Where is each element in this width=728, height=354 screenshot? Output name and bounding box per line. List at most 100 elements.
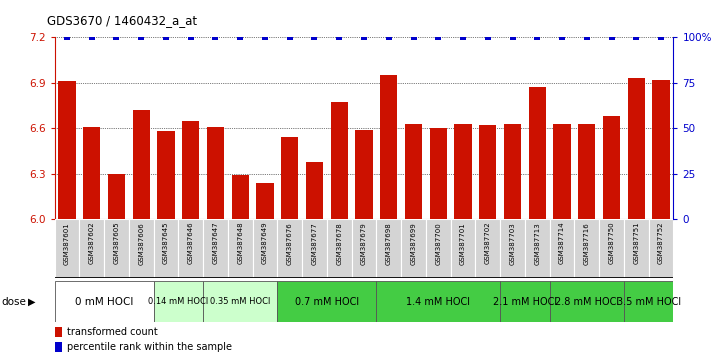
Bar — [203, 219, 228, 278]
Text: GSM387716: GSM387716 — [584, 222, 590, 264]
Text: GSM387677: GSM387677 — [312, 222, 317, 264]
Text: ▶: ▶ — [28, 297, 35, 307]
Bar — [132, 110, 150, 219]
Text: GSM387645: GSM387645 — [163, 222, 169, 264]
Point — [408, 34, 419, 40]
Point — [507, 34, 518, 40]
Bar — [550, 219, 574, 278]
Point — [333, 34, 345, 40]
Bar — [574, 219, 599, 278]
Bar — [578, 124, 596, 219]
Bar — [157, 131, 175, 219]
Bar — [451, 219, 475, 278]
Bar — [55, 281, 154, 322]
Point — [531, 34, 543, 40]
Text: 0.14 mM HOCl: 0.14 mM HOCl — [149, 297, 208, 306]
Text: GSM387750: GSM387750 — [609, 222, 614, 264]
Point — [185, 34, 197, 40]
Bar — [79, 219, 104, 278]
Point — [309, 34, 320, 40]
Text: GSM387605: GSM387605 — [114, 222, 119, 264]
Bar — [376, 219, 401, 278]
Text: GSM387702: GSM387702 — [485, 222, 491, 264]
Point — [432, 34, 444, 40]
Text: GSM387647: GSM387647 — [213, 222, 218, 264]
Bar — [426, 219, 451, 278]
Bar — [55, 219, 79, 278]
Point — [61, 34, 73, 40]
Bar — [178, 219, 203, 278]
Bar — [182, 121, 199, 219]
Text: GSM387648: GSM387648 — [237, 222, 243, 264]
Point — [556, 34, 568, 40]
Point — [86, 34, 98, 40]
Bar — [624, 281, 673, 322]
Text: GSM387713: GSM387713 — [534, 222, 540, 264]
Point — [135, 34, 147, 40]
Bar — [504, 124, 521, 219]
Bar — [203, 281, 277, 322]
Bar — [430, 129, 447, 219]
Bar — [603, 116, 620, 219]
Bar — [649, 219, 673, 278]
Text: GSM387752: GSM387752 — [658, 222, 664, 264]
Text: 2.1 mM HOCl: 2.1 mM HOCl — [493, 297, 557, 307]
Bar — [401, 219, 426, 278]
Bar — [256, 183, 274, 219]
Bar — [253, 219, 277, 278]
Point — [234, 34, 246, 40]
Bar — [355, 130, 373, 219]
Point — [581, 34, 593, 40]
Bar — [277, 219, 302, 278]
Text: GSM387700: GSM387700 — [435, 222, 441, 264]
Text: percentile rank within the sample: percentile rank within the sample — [67, 342, 232, 352]
Bar — [376, 281, 500, 322]
Bar — [306, 162, 323, 219]
Bar — [553, 124, 571, 219]
Bar — [500, 281, 550, 322]
Bar — [55, 327, 62, 337]
Text: GSM387602: GSM387602 — [89, 222, 95, 264]
Text: 1.4 mM HOCl: 1.4 mM HOCl — [406, 297, 470, 307]
Point — [358, 34, 370, 40]
Bar — [500, 219, 525, 278]
Text: 2.8 mM HOCl: 2.8 mM HOCl — [555, 297, 619, 307]
Point — [482, 34, 494, 40]
Text: GSM387714: GSM387714 — [559, 222, 565, 264]
Bar — [154, 219, 178, 278]
Bar — [277, 281, 376, 322]
Point — [457, 34, 469, 40]
Point — [111, 34, 122, 40]
Bar — [352, 219, 376, 278]
Text: 0 mM HOCl: 0 mM HOCl — [75, 297, 133, 307]
Text: GSM387751: GSM387751 — [633, 222, 639, 264]
Text: 0.7 mM HOCl: 0.7 mM HOCl — [295, 297, 359, 307]
Point — [259, 34, 271, 40]
Text: GSM387606: GSM387606 — [138, 222, 144, 264]
Text: 0.35 mM HOCl: 0.35 mM HOCl — [210, 297, 270, 306]
Bar — [327, 219, 352, 278]
Bar — [331, 103, 348, 219]
Bar — [55, 342, 62, 353]
Text: GSM387676: GSM387676 — [287, 222, 293, 264]
Bar — [479, 125, 496, 219]
Bar — [454, 124, 472, 219]
Bar — [207, 127, 224, 219]
Text: 3.5 mM HOCl: 3.5 mM HOCl — [617, 297, 681, 307]
Text: GSM387698: GSM387698 — [386, 222, 392, 264]
Text: GSM387703: GSM387703 — [510, 222, 515, 264]
Bar — [628, 78, 645, 219]
Bar — [108, 174, 125, 219]
Bar — [83, 127, 100, 219]
Bar — [550, 281, 624, 322]
Point — [284, 34, 296, 40]
Point — [606, 34, 617, 40]
Bar — [652, 80, 670, 219]
Point — [383, 34, 395, 40]
Point — [210, 34, 221, 40]
Text: dose: dose — [1, 297, 26, 307]
Bar — [232, 176, 249, 219]
Text: GSM387646: GSM387646 — [188, 222, 194, 264]
Bar — [475, 219, 500, 278]
Text: GSM387701: GSM387701 — [460, 222, 466, 264]
